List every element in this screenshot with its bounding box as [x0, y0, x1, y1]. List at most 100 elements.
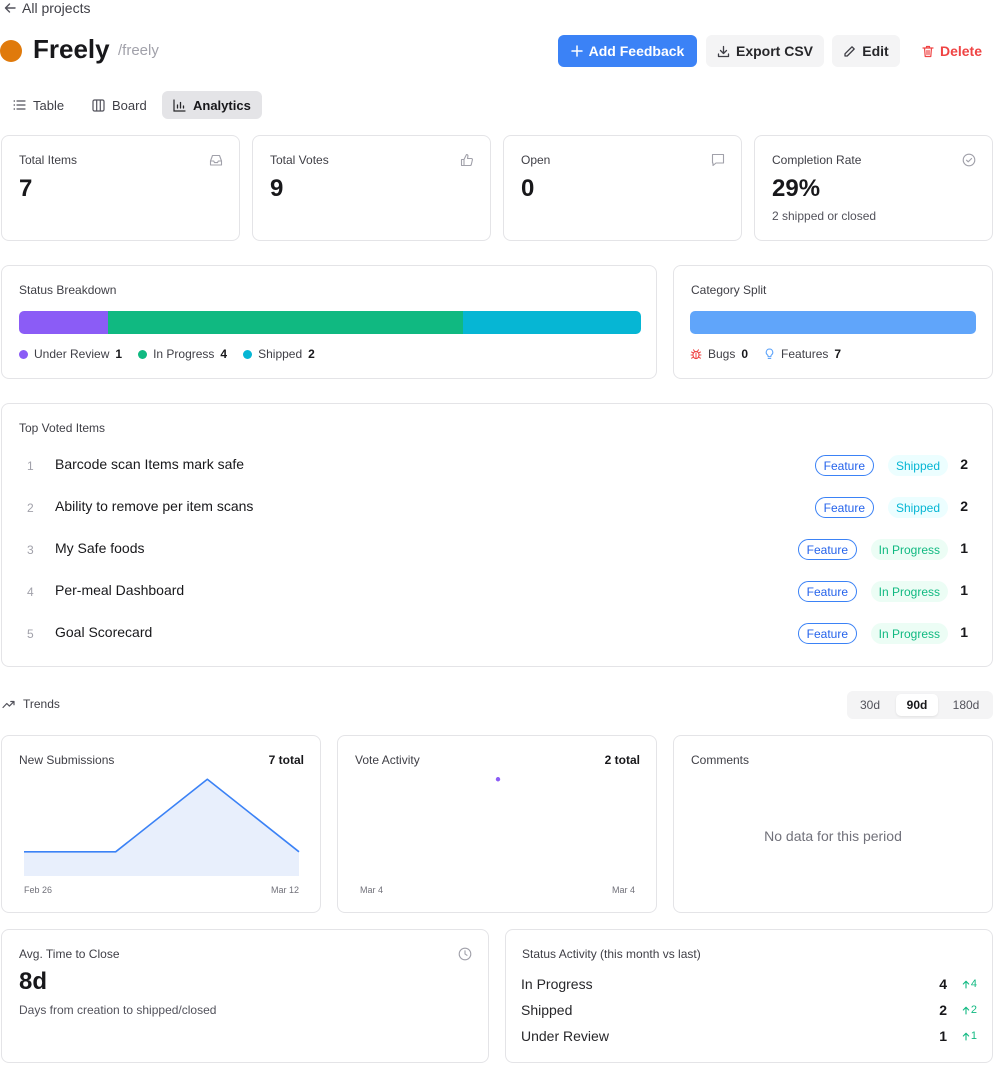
add-feedback-label: Add Feedback: [588, 43, 685, 59]
category-badge: Feature: [814, 455, 874, 476]
item-title: Per-meal Dashboard: [55, 582, 185, 598]
top-voted-title: Top Voted Items: [19, 421, 106, 435]
data-point: [495, 777, 501, 782]
columns-icon: [92, 98, 105, 112]
legend-label: Features: [781, 347, 829, 361]
item-rank: 2: [27, 501, 34, 515]
pencil-icon: [843, 45, 856, 58]
status-count: 4: [939, 976, 947, 992]
status-badge: Shipped: [887, 455, 948, 476]
legend-dot: [138, 349, 148, 359]
stat-label: Avg. Time to Close: [19, 947, 120, 961]
chart-title: New Submissions: [19, 753, 115, 767]
status-activity-title: Status Activity (this month vs last): [522, 947, 701, 961]
legend-item-bugs: Bugs 0: [690, 347, 748, 361]
x-tick-label: Mar 4: [611, 885, 635, 895]
stat-value: 8d: [19, 968, 48, 995]
trends-title: Trends: [23, 697, 60, 711]
status-breakdown-card: Status Breakdown Under Review 1 In Progr…: [1, 265, 657, 379]
add-feedback-button[interactable]: Add Feedback: [558, 35, 697, 67]
vote-activity-chart: [495, 777, 501, 782]
tab-table-label: Table: [33, 97, 65, 113]
arrow-left-icon: [4, 2, 16, 14]
stat-card-total-votes: Total Votes 9: [252, 135, 491, 241]
status-count: 2: [939, 1002, 947, 1018]
status-activity-row: In Progress 4 4: [521, 974, 977, 996]
stat-label: Total Votes: [270, 153, 329, 167]
list-item[interactable]: 5 Goal Scorecard Feature In Progress 1: [2, 613, 992, 655]
stat-value: 29%: [772, 175, 821, 202]
status-label: Under Review: [521, 1028, 609, 1044]
series-line: [24, 778, 300, 853]
tab-board-label: Board: [112, 97, 147, 113]
export-csv-label: Export CSV: [735, 43, 813, 59]
status-badge: Shipped: [887, 497, 948, 518]
status-breakdown-title: Status Breakdown: [19, 283, 117, 297]
stat-subtext: Days from creation to shipped/closed: [19, 1003, 217, 1017]
lightbulb-icon: [764, 348, 775, 360]
item-votes: 1: [960, 582, 968, 598]
status-breakdown-bar: [19, 311, 641, 334]
delete-label: Delete: [939, 43, 983, 59]
item-title: Ability to remove per item scans: [55, 498, 254, 514]
delta-value: 4: [970, 978, 977, 990]
status-activity-row: Under Review 1 1: [521, 1026, 977, 1048]
category-badge: Feature: [797, 581, 857, 602]
list-icon: [13, 99, 26, 111]
legend-item-under-review: Under Review 1: [19, 347, 122, 361]
empty-state-text: No data for this period: [764, 828, 902, 844]
trash-icon: [922, 45, 934, 58]
clock-icon: [458, 947, 472, 961]
legend-dot: [19, 349, 28, 359]
list-item[interactable]: 3 My Safe foods Feature In Progress 1: [2, 529, 992, 571]
back-to-projects-link[interactable]: All projects: [4, 0, 90, 16]
category-split-card: Category Split Bugs 0 Features 7: [673, 265, 993, 379]
range-180d-button[interactable]: 180d: [952, 698, 980, 712]
delete-button[interactable]: Delete: [912, 35, 992, 67]
legend-label: Shipped: [258, 347, 303, 361]
tab-board[interactable]: Board: [81, 91, 158, 119]
download-icon: [717, 45, 730, 58]
message-icon: [711, 153, 725, 167]
edit-button[interactable]: Edit: [832, 35, 900, 67]
status-segment-under-review: [19, 311, 108, 334]
arrow-up-icon: [962, 980, 970, 989]
export-csv-button[interactable]: Export CSV: [706, 35, 824, 67]
item-votes: 2: [960, 498, 968, 514]
check-circle-icon: [962, 153, 976, 167]
item-title: Goal Scorecard: [55, 624, 153, 640]
tab-table[interactable]: Table: [2, 91, 75, 119]
range-30d-button[interactable]: 30d: [859, 698, 881, 712]
category-legend: Bugs 0 Features 7: [690, 347, 857, 361]
item-title: My Safe foods: [55, 540, 145, 556]
stat-value: 0: [521, 175, 535, 202]
list-item[interactable]: 2 Ability to remove per item scans Featu…: [2, 487, 992, 529]
tab-analytics[interactable]: Analytics: [162, 91, 262, 119]
status-badge: In Progress: [870, 539, 948, 560]
chart-title: Vote Activity: [355, 753, 420, 767]
list-item[interactable]: 4 Per-meal Dashboard Feature In Progress…: [2, 571, 992, 613]
chart-total: 2 total: [604, 753, 640, 767]
legend-item-features: Features 7: [764, 347, 841, 361]
item-votes: 1: [960, 540, 968, 556]
legend-count: 0: [741, 347, 749, 361]
stat-label: Total Items: [19, 153, 78, 167]
status-badge: In Progress: [870, 623, 948, 644]
legend-item-shipped: Shipped 2: [243, 347, 315, 361]
legend-count: 2: [308, 347, 315, 361]
stat-card-open: Open 0: [503, 135, 742, 241]
status-legend: Under Review 1 In Progress 4 Shipped 2: [19, 347, 331, 361]
new-submissions-card: New Submissions 7 total Feb 26 Mar 12: [1, 735, 321, 913]
legend-label: In Progress: [153, 347, 215, 361]
category-badge: Feature: [814, 497, 874, 518]
status-segment-in-progress: [107, 311, 464, 334]
item-rank: 3: [27, 543, 34, 557]
status-activity-row: Shipped 2 2: [521, 1000, 977, 1022]
range-90d-button[interactable]: 90d: [896, 694, 938, 716]
avg-time-to-close-card: Avg. Time to Close 8d Days from creation…: [1, 929, 489, 1063]
bug-icon: [690, 348, 702, 360]
status-activity-card: Status Activity (this month vs last) In …: [505, 929, 993, 1063]
chart-title: Comments: [691, 753, 750, 767]
list-item[interactable]: 1 Barcode scan Items mark safe Feature S…: [2, 445, 992, 487]
tab-analytics-label: Analytics: [193, 97, 251, 113]
